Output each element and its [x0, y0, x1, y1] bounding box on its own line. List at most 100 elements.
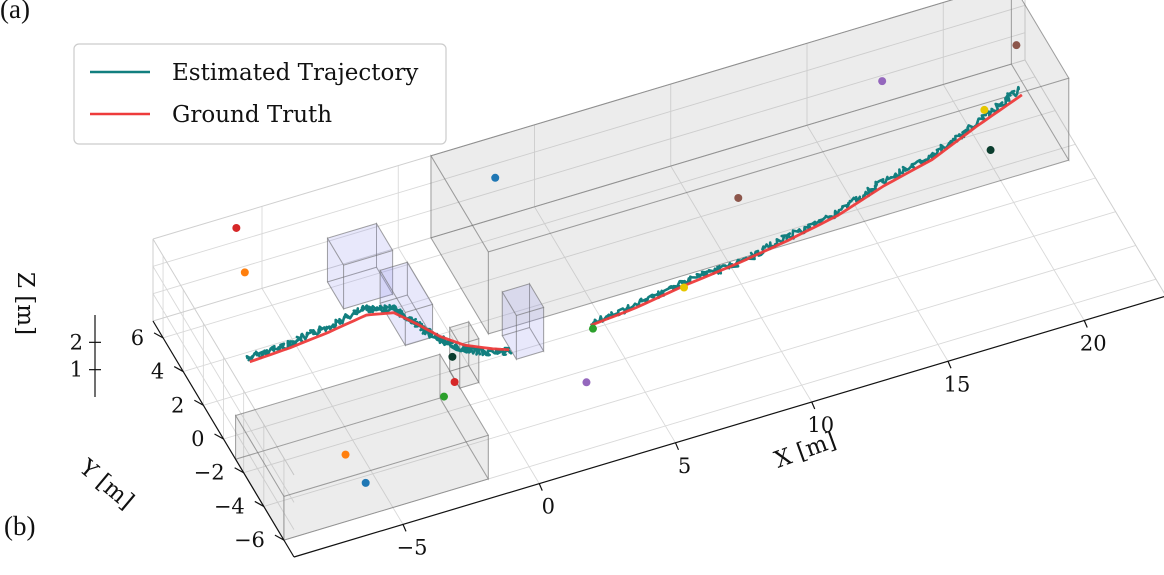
series-estimated-trajectory [245, 303, 513, 362]
landmark-point [986, 146, 995, 155]
landmark-point [240, 268, 249, 277]
obstacle-face [343, 249, 394, 310]
pane-edge [1024, 59, 1164, 294]
y-tick-mark [274, 534, 285, 541]
trajectories [245, 85, 1023, 364]
obstacles [234, 0, 1070, 542]
landmark-point [680, 283, 689, 292]
obstacle-face [501, 283, 531, 337]
grid-line [162, 76, 1036, 339]
landmark-point [980, 105, 989, 114]
obstacle-face [501, 326, 545, 360]
obstacle-face [235, 353, 441, 460]
series-estimated-trajectory [589, 85, 1021, 328]
obstacle-face [529, 281, 545, 353]
x-axis-line [293, 295, 1164, 558]
y-tick-mark [214, 433, 224, 440]
grid-line [243, 211, 1116, 474]
landmark-point [1012, 41, 1021, 50]
obstacle-face [326, 266, 394, 310]
x-tick-mark [947, 361, 952, 369]
axes [89, 295, 1164, 558]
x-tick-label: 20 [1080, 331, 1107, 355]
obstacle-face [515, 306, 545, 360]
grid-line [152, 4, 1026, 267]
landmark-point [439, 392, 448, 401]
x-tick-mark [811, 401, 816, 410]
landmark-point [588, 324, 597, 333]
y-tick-label: −6 [234, 528, 265, 552]
x-tick-mark [538, 483, 543, 491]
obstacle-face [234, 353, 490, 498]
x-tick-mark [674, 442, 680, 451]
y-tick-mark [254, 500, 265, 507]
obstacle-panel-blue-1 [326, 221, 394, 311]
x-axis-title: X [m] [771, 428, 840, 474]
grid-line [223, 177, 1096, 440]
pane-edge [152, 238, 295, 476]
landmark-point [734, 193, 743, 202]
legend-label-estimated: Estimated Trajectory [172, 60, 418, 86]
landmark-point [450, 377, 459, 386]
y-tick-label: 6 [131, 326, 144, 350]
x-tick-label: 5 [678, 454, 691, 478]
panel-label-a: (a) [0, 0, 30, 24]
obstacle-face [439, 352, 489, 481]
y-tick-label: 0 [191, 427, 204, 451]
x-tick-label: 10 [807, 413, 834, 437]
obstacle-face [501, 283, 545, 317]
landmark-point [232, 223, 241, 232]
z-axis-title: Z [m] [12, 272, 38, 335]
obstacle-box-front-left [234, 352, 490, 542]
grid-line [203, 143, 1076, 406]
grid-line [283, 278, 1157, 541]
obstacle-face [326, 222, 378, 283]
landmark-point [361, 478, 370, 487]
y-tick-label: 4 [151, 360, 164, 384]
y-tick-label: 2 [171, 393, 184, 417]
obstacle-panel-blue-3 [501, 281, 545, 362]
grid-line [152, 32, 1026, 295]
landmark-point [448, 352, 457, 361]
obstacle-face [326, 222, 394, 266]
landmark-point [582, 378, 591, 387]
y-tick-mark [194, 399, 204, 406]
landmarks [232, 41, 1021, 487]
x-tick-label: 0 [542, 495, 555, 519]
obstacle-face [326, 236, 345, 311]
landmark-point [341, 450, 350, 459]
y-tick-label: −4 [214, 494, 245, 518]
panel-label-b: (b) [4, 511, 35, 541]
z-tick-label: 1 [70, 358, 83, 382]
series-ground-truth [249, 311, 510, 364]
obstacle-face [376, 221, 394, 297]
y-tick-mark [173, 366, 184, 373]
pane-edge [152, 59, 1026, 322]
obstacle-face [1010, 0, 1070, 162]
landmark-point [491, 173, 500, 182]
x-tick-label: 15 [944, 372, 971, 396]
legend-frame [73, 43, 447, 145]
obstacle-face [379, 261, 434, 314]
obstacle-face [430, 63, 1070, 335]
obstacle-face [448, 321, 480, 346]
obstacle-face [379, 261, 408, 304]
y-tick-mark [234, 467, 244, 474]
z-tick-label: 2 [70, 330, 83, 354]
x-tick-mark [402, 524, 407, 532]
y-tick-label: −2 [194, 461, 225, 485]
obstacle-box-large-back [430, 0, 1070, 336]
legend: Estimated Trajectory Ground Truth [73, 43, 447, 145]
grid-line [263, 244, 1136, 507]
pane-edge [152, 0, 954, 240]
obstacle-face [406, 260, 434, 339]
x-tick-label: −5 [397, 535, 428, 559]
obstacle-face [430, 153, 489, 336]
y-axis-title: Y [m] [73, 454, 138, 515]
y-tick-mark [153, 332, 164, 339]
grid-lines [152, 0, 1164, 541]
grid-line [152, 293, 295, 530]
obstacle-face [283, 434, 489, 541]
